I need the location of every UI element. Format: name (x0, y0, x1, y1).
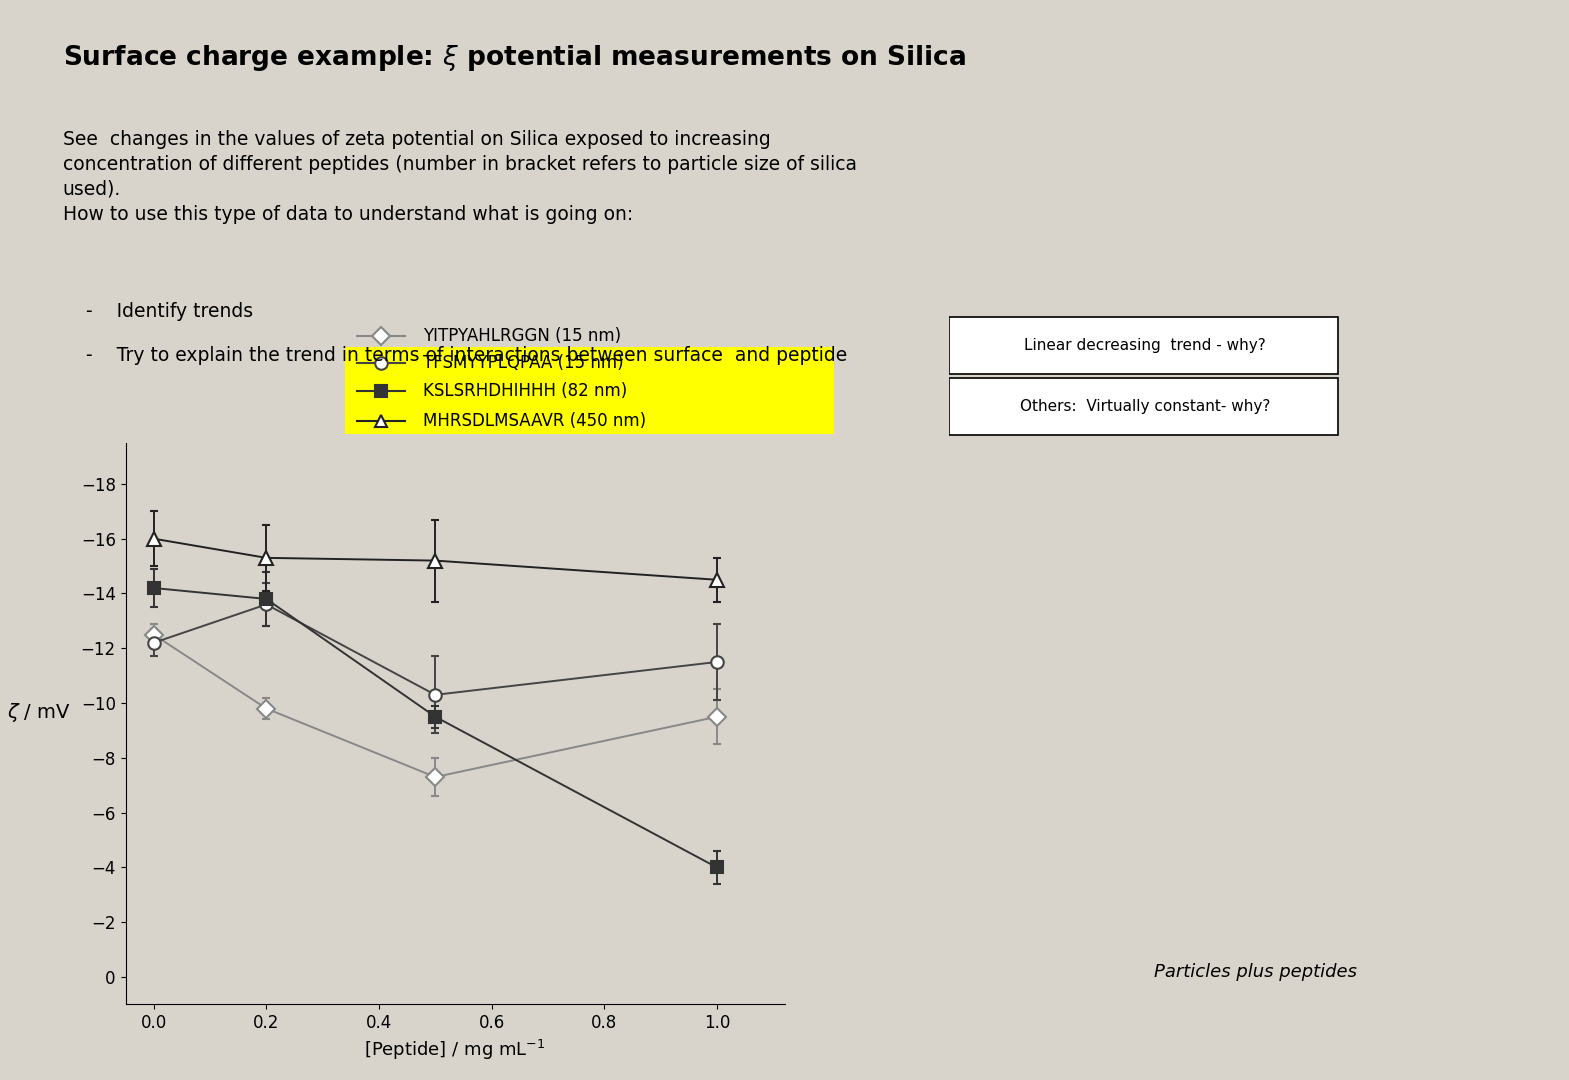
Bar (345, 347, 835, 434)
FancyBboxPatch shape (949, 316, 1337, 374)
Text: KSLSRHDHIHHH (82 nm): KSLSRHDHIHHH (82 nm) (422, 382, 628, 401)
FancyBboxPatch shape (949, 378, 1337, 435)
Y-axis label: $\zeta$ / mV: $\zeta$ / mV (8, 701, 71, 724)
Text: Others:  Virtually constant- why?: Others: Virtually constant- why? (1020, 399, 1271, 414)
Text: Particles plus peptides: Particles plus peptides (1153, 963, 1357, 981)
Text: Surface charge example: $\xi$ potential measurements on Silica: Surface charge example: $\xi$ potential … (63, 43, 967, 73)
Text: Linear decreasing  trend - why?: Linear decreasing trend - why? (1025, 338, 1266, 353)
Text: See  changes in the values of zeta potential on Silica exposed to increasing
con: See changes in the values of zeta potent… (63, 130, 857, 224)
Text: -    Try to explain the trend in terms of interactions between surface  and pept: - Try to explain the trend in terms of i… (86, 346, 847, 365)
Text: TFSMYYPLQPAA (15 nm): TFSMYYPLQPAA (15 nm) (422, 354, 623, 372)
Text: -    Identify trends: - Identify trends (86, 302, 254, 322)
Text: YITPYAHLRGGN (15 nm): YITPYAHLRGGN (15 nm) (422, 326, 621, 345)
X-axis label: [Peptide] / mg mL$^{-1}$: [Peptide] / mg mL$^{-1}$ (364, 1038, 546, 1062)
Text: MHRSDLMSAAVR (450 nm): MHRSDLMSAAVR (450 nm) (422, 413, 646, 430)
